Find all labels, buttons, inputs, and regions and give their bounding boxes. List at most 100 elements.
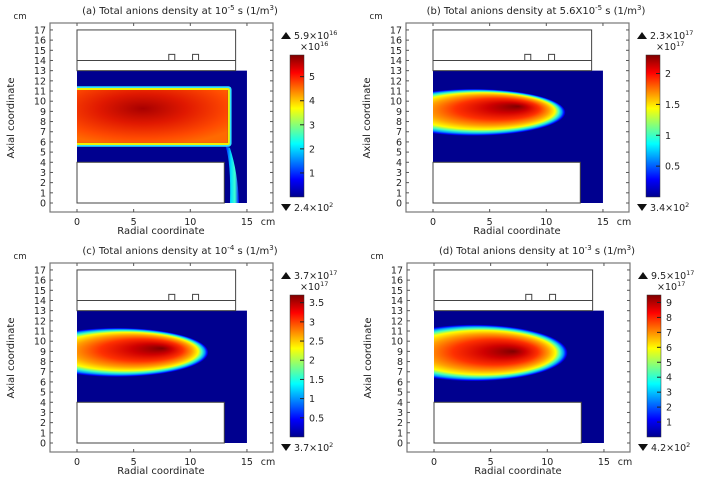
upper-chamber-region	[433, 269, 594, 312]
colorbar	[289, 294, 305, 438]
colorbar-tick-label: 1	[666, 418, 672, 429]
x-axis-label: Radial coordinate	[117, 226, 204, 237]
y-tick-label: 6	[397, 377, 403, 388]
density-plume	[434, 324, 568, 382]
lower-electrode-region	[76, 401, 225, 444]
title-text-unit: s (1/m	[592, 246, 627, 257]
y-tick-label: 2	[397, 418, 403, 429]
min-triangle-icon	[637, 204, 647, 211]
colorbar	[646, 294, 662, 438]
y-tick-label: 13	[390, 66, 402, 77]
title-text: (a) Total anions density at 10	[82, 6, 228, 17]
density-field	[433, 88, 566, 136]
y-tick-label: 0	[396, 199, 402, 210]
x-axis-label: Radial coordinate	[117, 466, 204, 477]
y-unit-label: cm	[370, 12, 383, 22]
y-tick-label: 5	[40, 148, 46, 159]
title-text-end: )	[274, 6, 278, 17]
colorbar	[645, 54, 661, 198]
x-tick-label: 0	[74, 217, 80, 228]
y-tick-label: 14	[391, 296, 403, 307]
y-tick-label: 12	[34, 76, 46, 87]
title-text-end: )	[642, 6, 646, 17]
y-tick-label: 4	[40, 398, 46, 409]
colorbar-tick-label: 2	[666, 403, 672, 414]
y-tick-label: 11	[391, 327, 403, 338]
y-tick-label: 1	[397, 428, 403, 439]
x-tick-label: 10	[541, 457, 553, 468]
colorbar-tick-label: 4	[309, 96, 315, 107]
lower-electrode-region	[432, 161, 581, 204]
y-tick-label: 13	[34, 66, 46, 77]
max-triangle-icon	[637, 32, 647, 39]
y-tick-label: 17	[391, 265, 403, 276]
density-field	[434, 324, 568, 382]
upper-chamber-region	[432, 29, 593, 72]
x-tick-label: 15	[241, 217, 253, 228]
title-text-unit: s (1/m	[235, 6, 270, 17]
y-tick-label: 13	[34, 306, 46, 317]
y-tick-label: 11	[390, 87, 402, 98]
y-tick-label: 17	[34, 25, 46, 36]
panel-title: (d) Total anions density at 10-3 s (1/m3…	[439, 244, 635, 257]
colorbar-max-label: 9.5×1017	[651, 269, 694, 282]
y-tick-label: 7	[40, 367, 46, 378]
x-axis-label: Radial coordinate	[473, 226, 560, 237]
density-tail	[225, 145, 240, 203]
title-unit-exponent: 3	[627, 244, 631, 252]
colorbar-tick-label: 7	[666, 328, 672, 339]
colorbar-tick-label: 5	[666, 358, 672, 369]
y-tick-label: 15	[391, 286, 403, 297]
panel-title: (c) Total anions density at 10-4 s (1/m3…	[82, 244, 277, 257]
title-text: (c) Total anions density at 10	[82, 246, 227, 257]
panel-title: (b) Total anions density at 5.6X10-5 s (…	[427, 4, 646, 17]
colorbar-max-label: 2.3×1017	[650, 29, 693, 42]
y-tick-label: 5	[396, 148, 402, 159]
y-unit-label: cm	[14, 12, 27, 22]
density-field	[77, 327, 209, 377]
coil-element-1	[168, 293, 176, 301]
title-text: (d) Total anions density at 10	[439, 246, 585, 257]
y-tick-label: 6	[40, 137, 46, 148]
x-unit-label: cm	[261, 217, 275, 228]
title-text-unit: s (1/m	[234, 246, 269, 257]
colorbar-multiplier: ×1017	[656, 40, 684, 53]
y-tick-label: 3	[396, 168, 402, 179]
y-axis-label: Axial coordinate	[363, 318, 374, 399]
colorbar-max-label: 5.9×1016	[294, 29, 337, 42]
y-tick-label: 8	[397, 357, 403, 368]
y-tick-label: 9	[396, 107, 402, 118]
y-tick-label: 0	[40, 199, 46, 210]
y-tick-label: 14	[34, 56, 46, 67]
lower-electrode-region	[76, 161, 225, 204]
density-plume	[433, 88, 566, 136]
colorbar-tick-label: 3	[309, 120, 315, 131]
y-tick-label: 1	[40, 188, 46, 199]
density-slab	[77, 89, 228, 143]
density-field	[77, 86, 240, 203]
x-unit-label: cm	[261, 457, 275, 468]
y-tick-label: 8	[40, 357, 46, 368]
y-tick-label: 2	[396, 178, 402, 189]
title-text: (b) Total anions density at 5.6X10	[427, 6, 596, 17]
y-axis-label: Axial coordinate	[6, 78, 17, 159]
x-axis-label: Radial coordinate	[474, 466, 561, 477]
colorbar-tick-label: 2	[665, 69, 671, 80]
y-tick-label: 9	[40, 107, 46, 118]
x-tick-label: 5	[488, 457, 494, 468]
x-tick-label: 5	[131, 217, 137, 228]
y-tick-label: 2	[40, 418, 46, 429]
colorbar-tick-label: 9	[666, 298, 672, 309]
x-tick-label: 5	[487, 217, 493, 228]
y-tick-label: 5	[397, 388, 403, 399]
coil-element-2	[192, 293, 200, 301]
y-tick-label: 4	[40, 158, 46, 169]
coil-element-2	[192, 53, 200, 61]
title-unit-exponent: 3	[270, 4, 274, 12]
y-unit-label: cm	[371, 252, 384, 262]
title-exponent: -4	[227, 244, 235, 252]
y-tick-label: 3	[40, 408, 46, 419]
title-unit-exponent: 3	[269, 244, 273, 252]
